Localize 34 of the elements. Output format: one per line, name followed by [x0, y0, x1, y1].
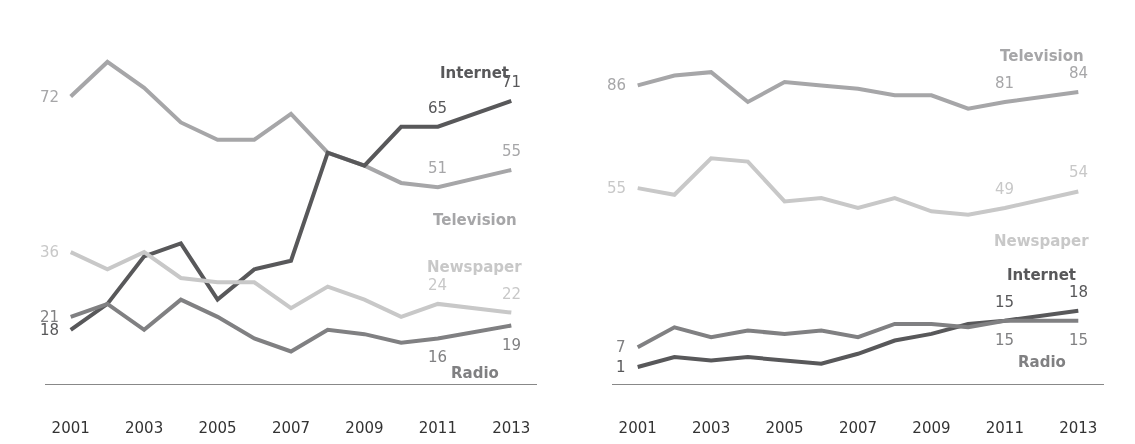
data-label: 16	[428, 348, 448, 366]
x-tick-label: 2013	[492, 419, 531, 437]
data-label: 15	[995, 331, 1015, 349]
data-label: 51	[428, 159, 448, 177]
data-label: 15	[1069, 331, 1089, 349]
series-label: Television	[433, 211, 517, 229]
data-label: 86	[607, 76, 627, 94]
x-tick-label: 2001	[51, 419, 90, 437]
series-label: Internet	[1007, 266, 1077, 284]
x-tick-label: 2013	[1059, 419, 1098, 437]
data-label: 84	[1069, 64, 1089, 82]
data-label: 65	[428, 99, 448, 117]
x-tick-label: 2003	[125, 419, 164, 437]
data-label: 7	[616, 338, 626, 356]
series-label: Television	[1000, 47, 1084, 65]
x-tick-label: 2003	[692, 419, 731, 437]
data-label: 55	[502, 142, 522, 160]
series-label: Radio	[451, 364, 499, 382]
x-tick-label: 2009	[912, 419, 951, 437]
data-label: 18	[1069, 283, 1089, 301]
x-tick-label: 2005	[765, 419, 804, 437]
text: Radio	[1018, 353, 1066, 371]
data-label: 15	[995, 293, 1015, 311]
x-tick-label: 2005	[198, 419, 237, 437]
data-label: 1	[616, 358, 626, 376]
data-label: 19	[502, 336, 522, 354]
x-tick-label: 2001	[618, 419, 657, 437]
x-tick-label: 2011	[418, 419, 457, 437]
x-tick-label: 2011	[985, 419, 1024, 437]
x-tick-label: 2009	[345, 419, 384, 437]
x-tick-label: 2007	[838, 419, 878, 437]
x-tick-label: 2007	[271, 419, 311, 437]
data-label: 81	[995, 74, 1015, 92]
data-label: 72	[40, 88, 60, 106]
